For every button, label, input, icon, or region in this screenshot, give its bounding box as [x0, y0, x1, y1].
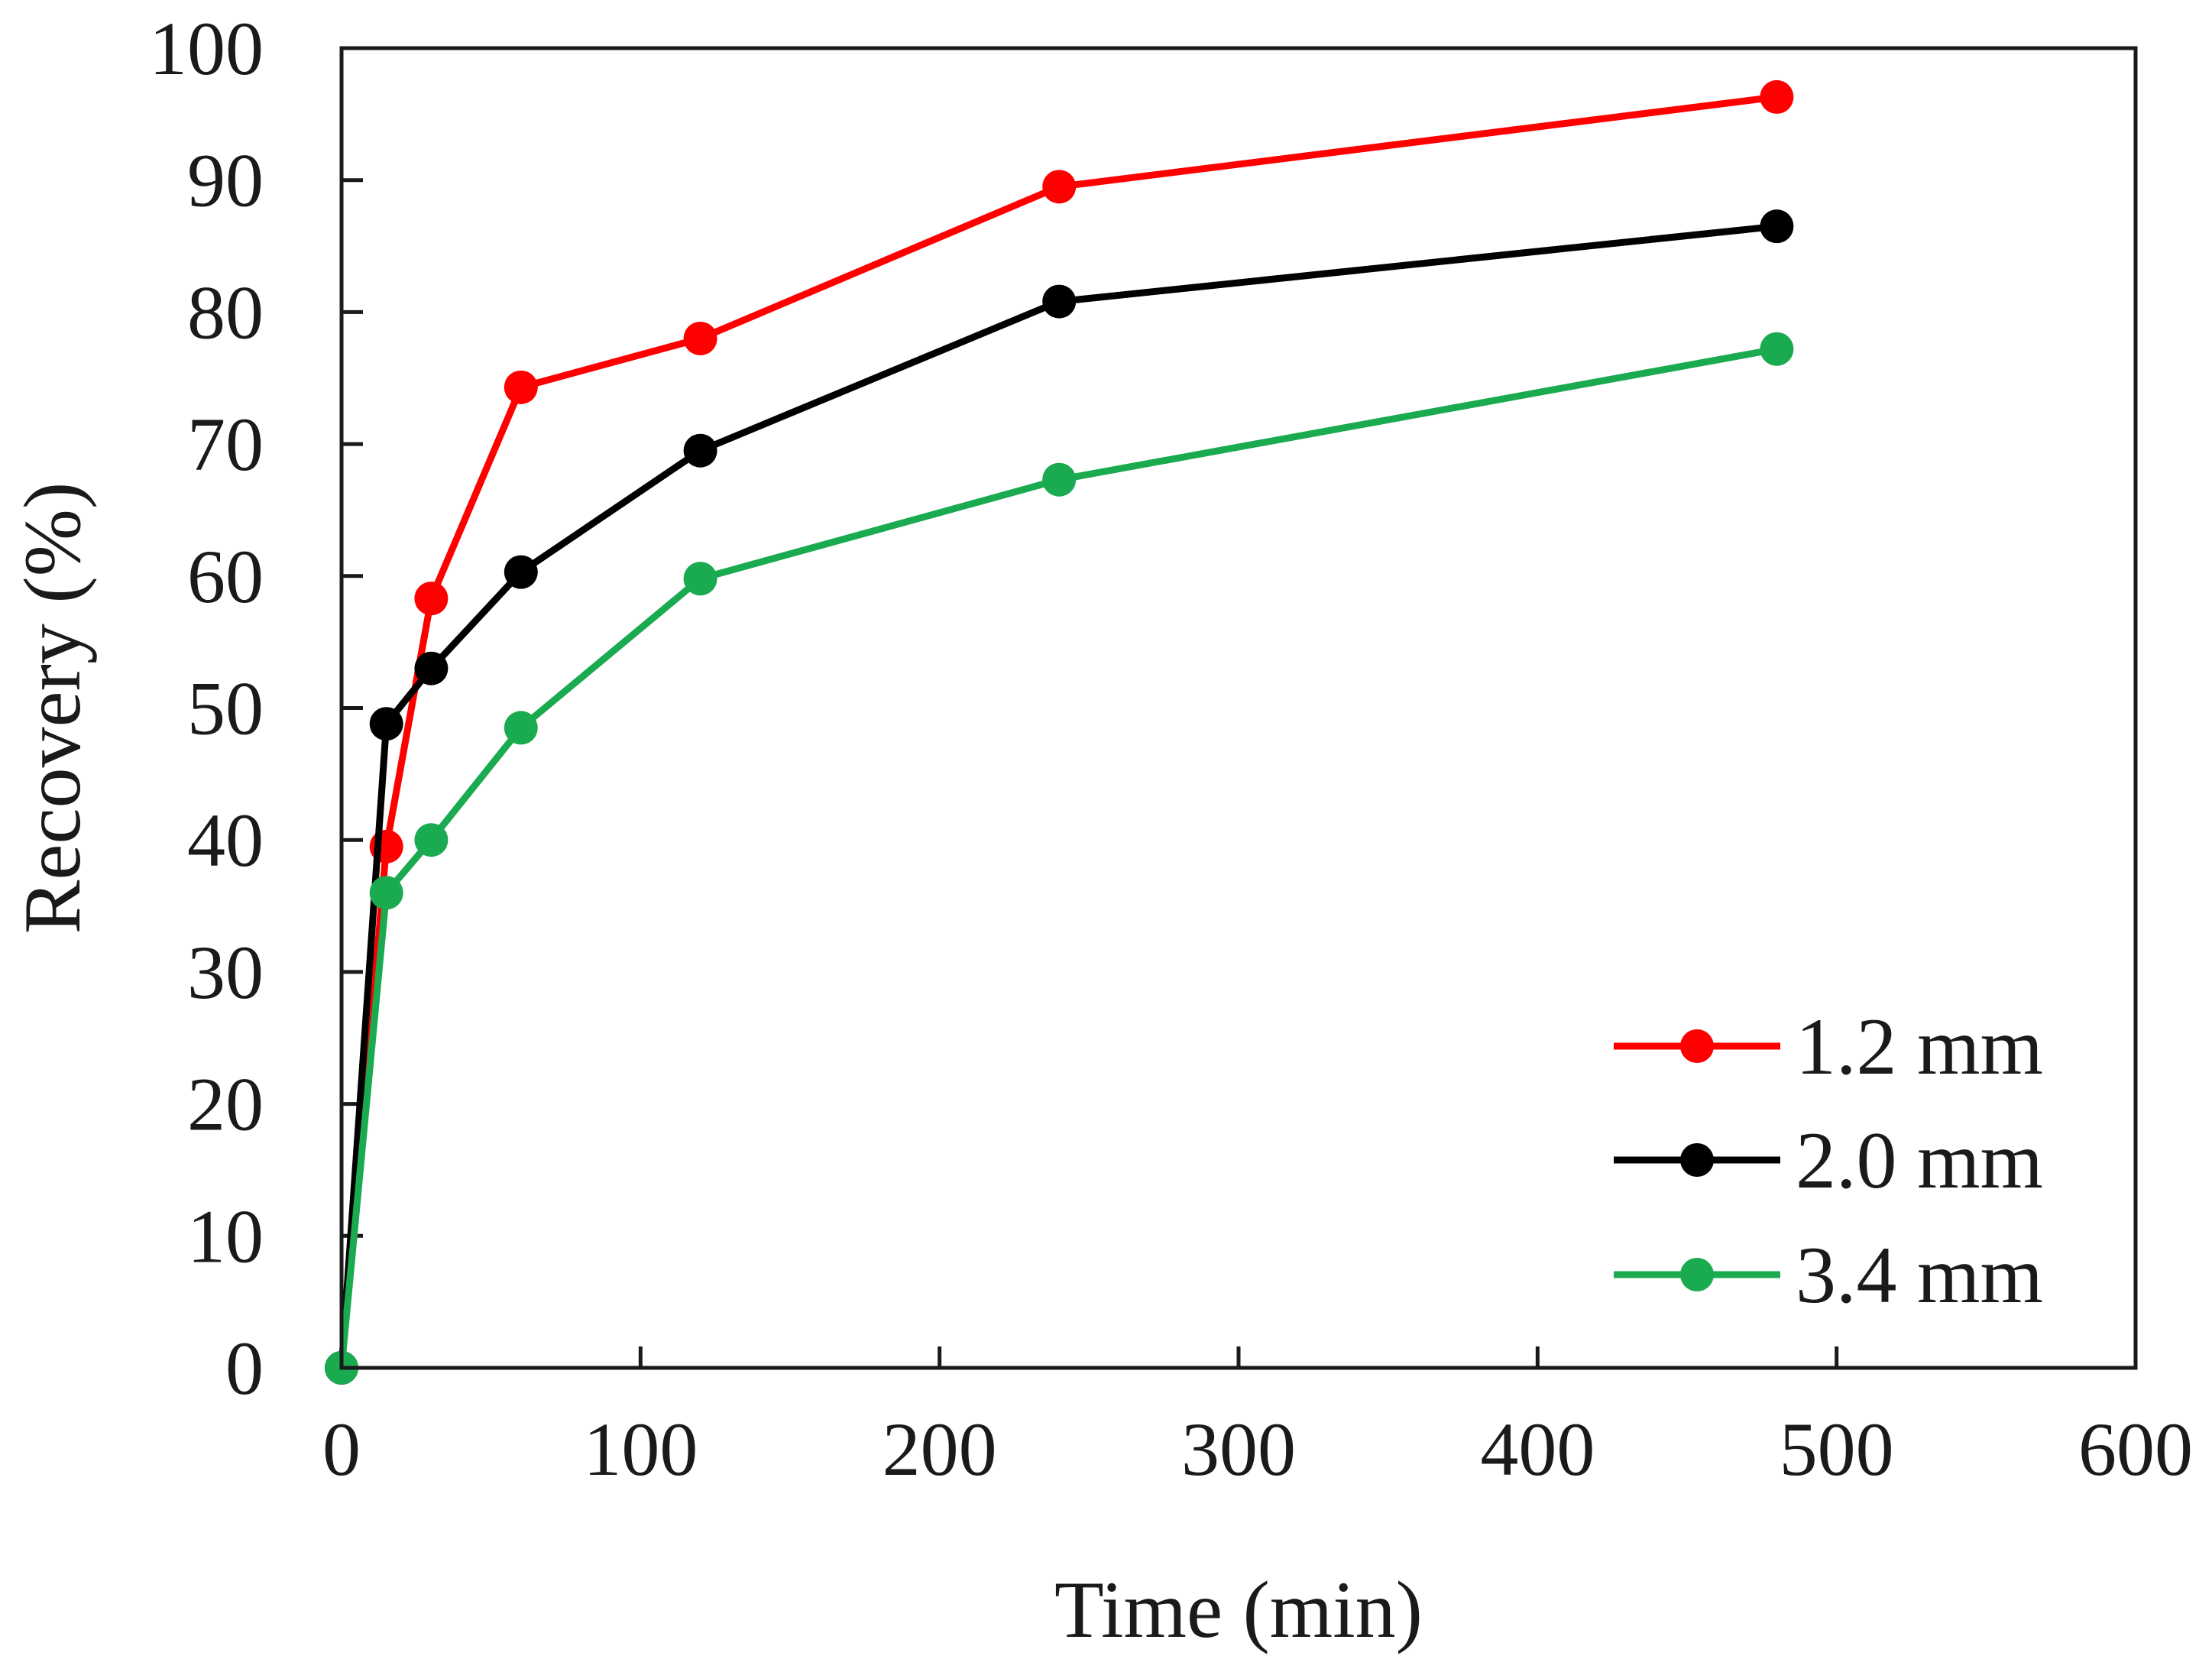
legend-marker — [1680, 1143, 1714, 1177]
legend-item: 2.0 mm — [1614, 1116, 2043, 1205]
x-tick-label: 300 — [1181, 1407, 1296, 1492]
x-tick-label: 0 — [322, 1407, 361, 1492]
y-axis-title: Recovery (%) — [8, 482, 97, 935]
y-tick-label: 40 — [187, 798, 264, 883]
x-tick-label: 600 — [2078, 1407, 2193, 1492]
y-tick-label: 0 — [225, 1326, 264, 1411]
data-point — [1042, 462, 1077, 497]
legend-item: 1.2 mm — [1614, 1002, 2043, 1091]
y-tick-label: 80 — [187, 270, 264, 355]
x-tick-label: 100 — [583, 1407, 698, 1492]
x-tick-label: 500 — [1780, 1407, 1894, 1492]
data-point — [1760, 209, 1794, 244]
data-point — [369, 876, 403, 910]
data-point — [1760, 332, 1794, 366]
data-point — [414, 582, 449, 616]
series-line — [338, 345, 1778, 1369]
data-point — [414, 651, 449, 685]
x-tick-label: 400 — [1480, 1407, 1595, 1492]
x-tick-label: 200 — [883, 1407, 997, 1492]
data-point — [504, 711, 538, 745]
legend: 1.2 mm 2.0 mm 3.4 mm — [1614, 1002, 2043, 1320]
y-tick-label: 100 — [149, 6, 264, 91]
data-point — [1042, 170, 1077, 204]
y-tick-label: 60 — [187, 534, 264, 619]
legend-item: 3.4 mm — [1614, 1230, 2043, 1320]
series-line — [338, 222, 1777, 1369]
data-point — [1042, 284, 1077, 319]
x-axis-title: Time (min) — [1054, 1565, 1423, 1654]
ticks-layer: 0 100 200 300 400 500 600 0 10 20 30 40 50 60 70 80 90 10… — [149, 6, 2193, 1492]
y-tick-label: 30 — [187, 930, 264, 1015]
series-1-2-mm — [325, 79, 1794, 1385]
y-tick-label: 10 — [187, 1194, 264, 1278]
series-layer — [325, 79, 1794, 1385]
plot-area-frame — [339, 46, 2138, 1370]
legend-marker — [1680, 1258, 1714, 1291]
y-tick-label: 70 — [187, 402, 264, 487]
data-point — [504, 370, 538, 404]
series-3-4-mm — [325, 332, 1794, 1385]
data-point — [683, 321, 717, 355]
data-point — [414, 823, 449, 857]
legend-label: 1.2 mm — [1796, 1002, 2043, 1091]
data-point — [369, 707, 403, 741]
data-point — [504, 555, 538, 589]
legend-marker — [1680, 1029, 1714, 1063]
legend-label: 3.4 mm — [1796, 1230, 2043, 1320]
legend-label: 2.0 mm — [1796, 1116, 2043, 1205]
data-point — [683, 433, 717, 468]
data-point — [683, 562, 717, 596]
data-point — [1760, 79, 1794, 114]
y-tick-label: 20 — [187, 1062, 264, 1147]
y-tick-label: 50 — [187, 666, 264, 751]
y-tick-label: 90 — [187, 138, 264, 223]
